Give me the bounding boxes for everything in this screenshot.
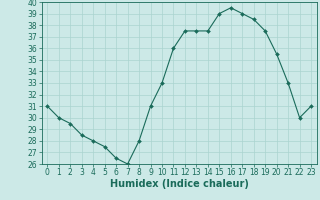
X-axis label: Humidex (Indice chaleur): Humidex (Indice chaleur) xyxy=(110,179,249,189)
